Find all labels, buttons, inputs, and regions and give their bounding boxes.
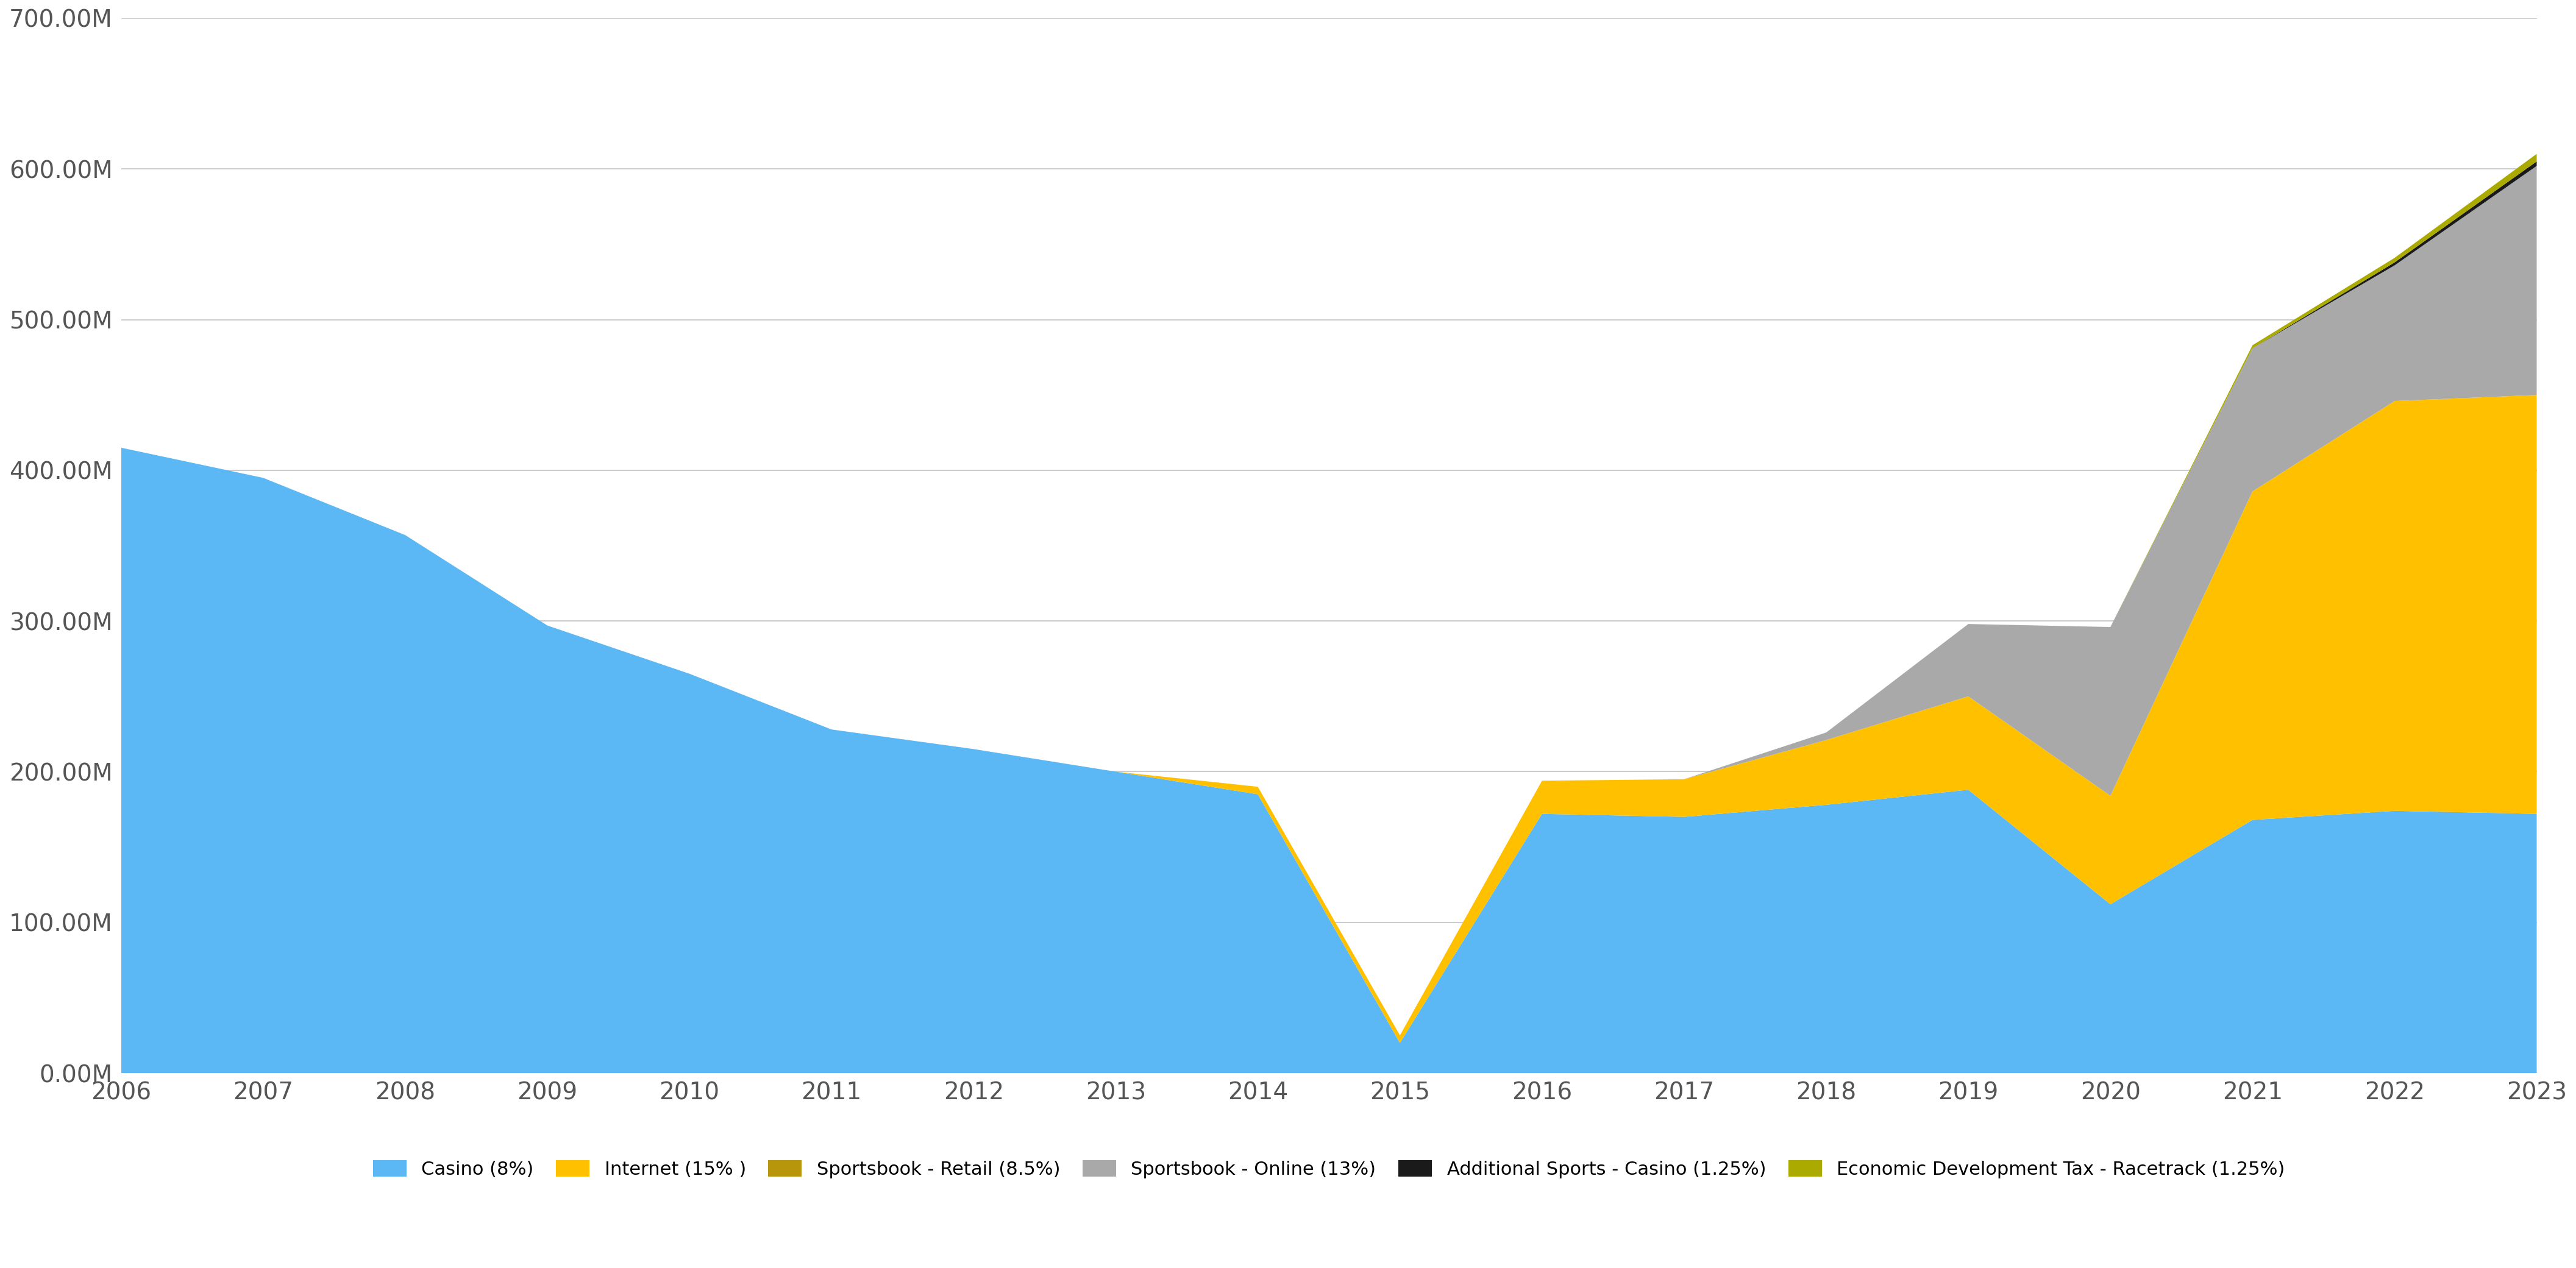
Legend: Casino (8%), Internet (15% ), Sportsbook - Retail (8.5%), Sportsbook - Online (1: Casino (8%), Internet (15% ), Sportsbook…	[363, 1151, 2295, 1188]
